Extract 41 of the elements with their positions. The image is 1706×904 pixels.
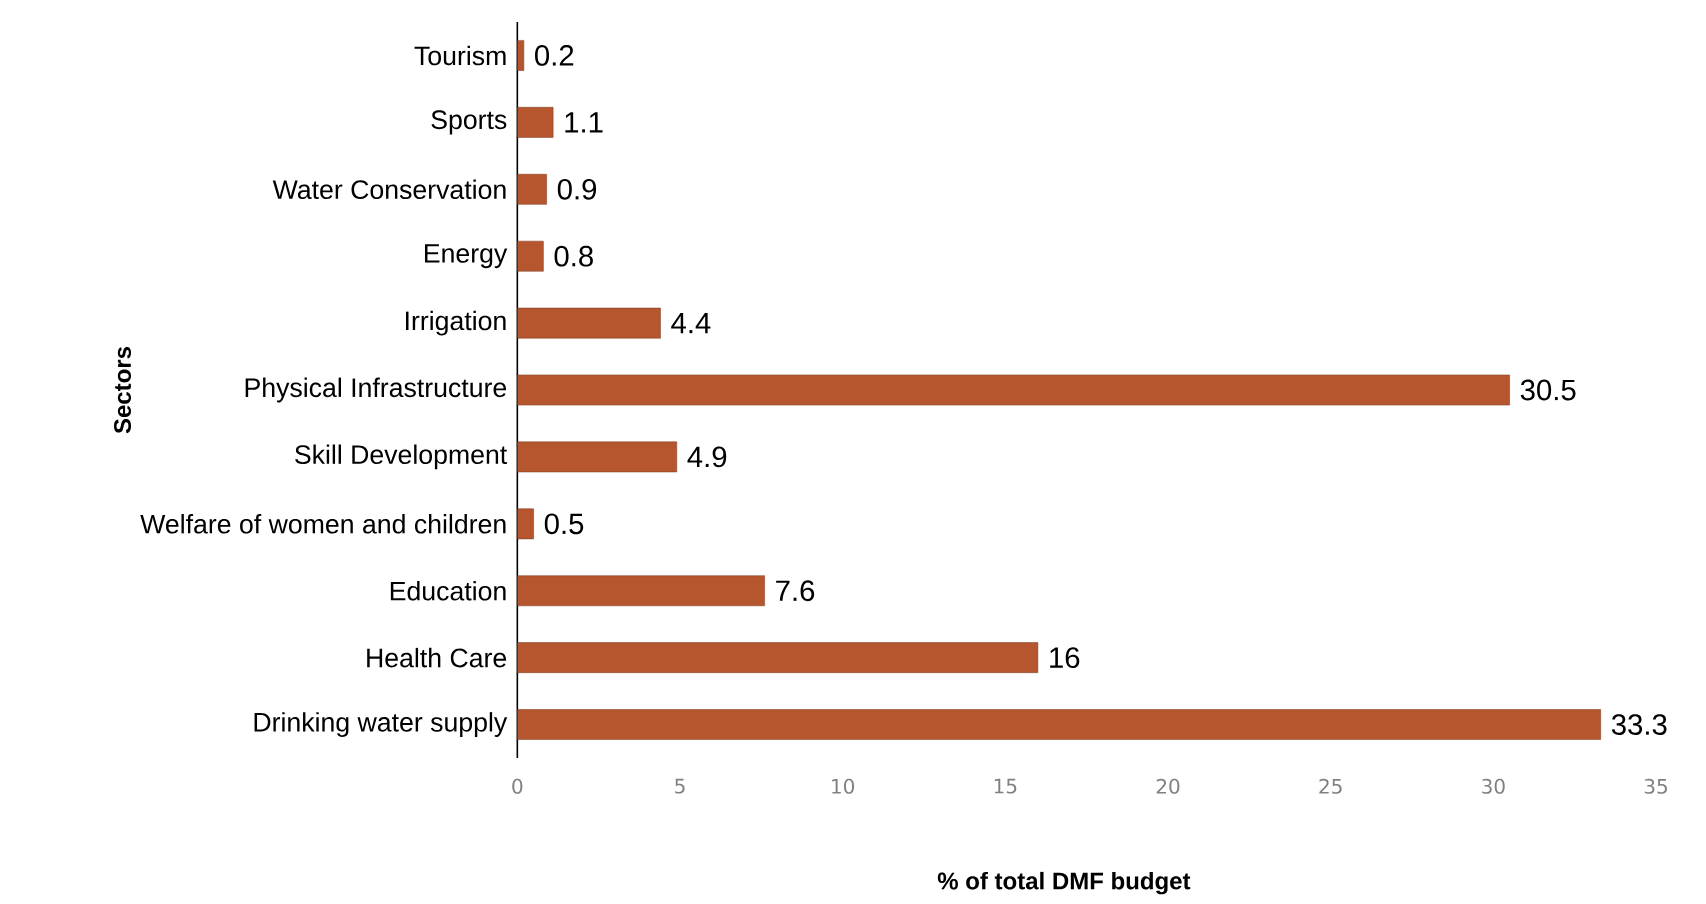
x-tick-label: 30: [1482, 778, 1505, 794]
y-tick-label: Education: [390, 580, 506, 601]
x-tick-label: 15: [994, 778, 1017, 794]
y-tick-label: Skill Development: [295, 444, 508, 470]
data-label: 0.9: [557, 178, 597, 200]
x-tick-label: 35: [1644, 778, 1667, 794]
data-label: 7.6: [776, 580, 815, 602]
x-tick-label: 25: [1319, 778, 1342, 794]
bar: [517, 642, 1039, 673]
data-label: 33.3: [1611, 714, 1667, 735]
x-tick-label: 0: [512, 778, 523, 794]
y-tick-label: Energy: [425, 244, 508, 269]
bar: [517, 709, 1601, 740]
data-label: 0.8: [554, 245, 593, 267]
y-tick-label: Water Conservation: [272, 179, 506, 200]
data-label: 30.5: [1520, 379, 1576, 401]
y-tick-label: Physical Infrastructure: [245, 377, 507, 403]
x-tick-label: 5: [675, 778, 685, 794]
y-tick-label: Welfare of women and children: [140, 514, 506, 534]
data-label: 0.2: [535, 45, 574, 66]
x-axis-title: % of total DMF budget: [937, 871, 1191, 895]
bar: [517, 374, 1510, 406]
y-tick-label: Health Care: [367, 647, 507, 668]
y-axis-title: Sectors: [114, 346, 132, 434]
bar: [517, 307, 661, 339]
bar: [517, 441, 678, 473]
data-label: 4.9: [687, 446, 727, 468]
bar: [517, 575, 765, 607]
y-tick-label: Sports: [431, 110, 507, 135]
x-tick-label: 10: [832, 778, 855, 794]
data-label: 16: [1050, 647, 1080, 669]
y-tick-label: Tourism: [414, 45, 506, 66]
x-tick-label: 20: [1156, 778, 1180, 794]
y-tick-label: Irrigation: [406, 310, 506, 336]
bar: [517, 240, 544, 272]
data-label: 0.5: [544, 513, 584, 535]
y-tick-label: Drinking water supply: [254, 712, 508, 737]
data-label: 4.4: [671, 313, 711, 334]
bar: [517, 107, 554, 138]
bar: [517, 173, 547, 205]
data-label: 1.1: [565, 112, 603, 133]
